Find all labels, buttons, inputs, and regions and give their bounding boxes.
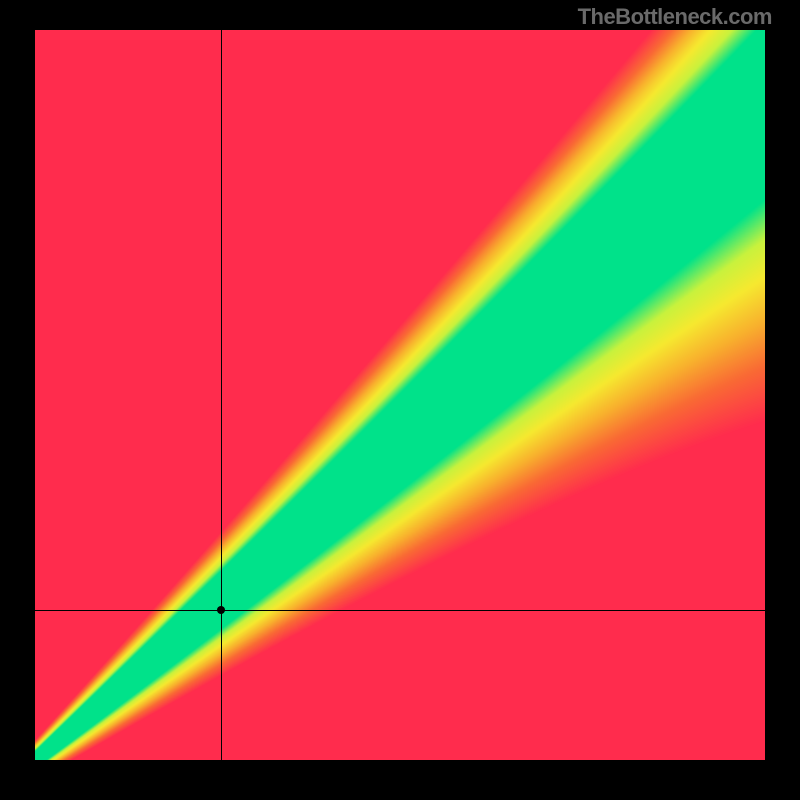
crosshair-horizontal-line <box>35 610 765 611</box>
crosshair-marker-dot <box>217 606 225 614</box>
heatmap-plot-area <box>35 30 765 760</box>
heatmap-canvas <box>35 30 765 760</box>
watermark-text: TheBottleneck.com <box>578 4 772 30</box>
crosshair-vertical-line <box>221 30 222 760</box>
